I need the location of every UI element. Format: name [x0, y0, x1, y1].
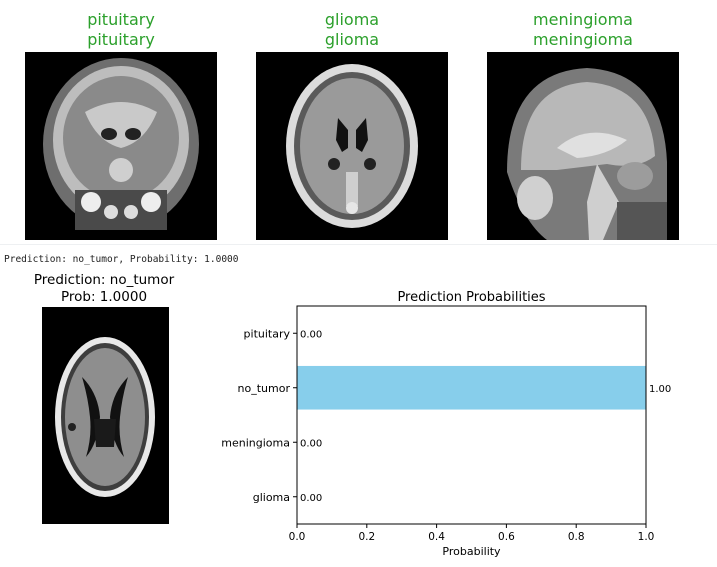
probability-chart: Prediction Probabilities glioma 0.00 mening… [215, 284, 715, 566]
prediction-title: Prediction: no_tumor Prob: 1.0000 [14, 272, 194, 306]
prediction-title-line1: Prediction: no_tumor [33, 272, 175, 288]
xtick-label-1.0: 1.0 [638, 531, 655, 543]
ytick-label-meningioma: meningioma [221, 436, 290, 449]
true-label-3: meningioma [533, 10, 633, 29]
gallery-title-2: glioma glioma [256, 10, 448, 50]
mri-image-coronal [25, 52, 217, 240]
axes-frame [296, 305, 647, 525]
mri-image-axial [256, 52, 448, 240]
value-label-glioma: 0.00 [300, 493, 322, 504]
xtick-label-0.2: 0.2 [358, 531, 375, 543]
true-label-2: glioma [324, 10, 380, 29]
x-axis-label: Probability [442, 545, 501, 558]
prediction-title-line2: Prob: 1.0000 [60, 289, 148, 305]
chart-title: Prediction Probabilities [397, 290, 545, 305]
mri-image-prediction [42, 307, 169, 524]
value-label-no_tumor: 1.00 [649, 384, 671, 395]
bar-no_tumor [297, 365, 646, 410]
gallery-title-1: pituitary pituitary [25, 10, 217, 50]
xtick-label-0.6: 0.6 [498, 531, 515, 543]
pred-label-3: meningioma [533, 30, 633, 49]
pred-label-2: glioma [324, 30, 380, 49]
ytick-label-pituitary: pituitary [244, 327, 291, 340]
gallery-title-3: meningioma meningioma [487, 10, 679, 50]
mri-image-sagittal [487, 52, 679, 240]
value-label-pituitary: 0.00 [300, 329, 322, 340]
xtick-label-0.4: 0.4 [428, 531, 445, 543]
true-label-1: pituitary [87, 10, 155, 29]
xtick-label-0.8: 0.8 [568, 531, 585, 543]
console-output: Prediction: no_tumor, Probability: 1.000… [4, 254, 239, 265]
probability-chart-svg: Prediction Probabilities glioma 0.00 mening… [221, 290, 671, 558]
pred-label-1: pituitary [87, 30, 155, 49]
output-separator [0, 244, 717, 245]
value-label-meningioma: 0.00 [300, 438, 322, 449]
ytick-label-glioma: glioma [253, 491, 290, 504]
xtick-label-0.0: 0.0 [289, 531, 306, 543]
ytick-label-no_tumor: no_tumor [238, 382, 291, 395]
